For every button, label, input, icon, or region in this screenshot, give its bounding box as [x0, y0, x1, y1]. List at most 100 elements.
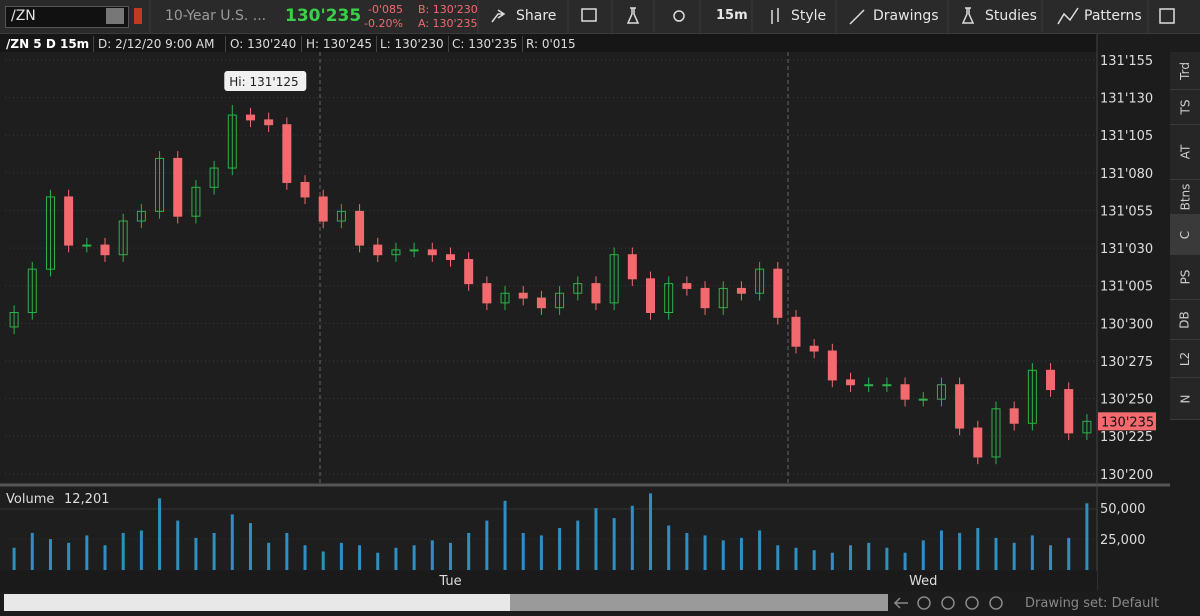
bar-low: L: 130'230: [380, 37, 444, 51]
volume-bar: [303, 545, 307, 570]
volume-bar: [721, 540, 725, 570]
scroll-thumb[interactable]: [510, 594, 888, 611]
candle-body: [336, 210, 346, 222]
candle-body: [1046, 369, 1056, 391]
side-tab[interactable]: Trd: [1170, 52, 1200, 90]
volume-bar: [285, 532, 289, 570]
x-axis: [0, 571, 1097, 591]
volume-bar: [394, 547, 398, 570]
candle-body: [900, 384, 910, 400]
y-tick-label: 130'275: [1100, 355, 1153, 370]
dropdown[interactable]: [106, 8, 124, 24]
candle-body: [64, 196, 74, 246]
drawings-button[interactable]: Drawings: [873, 8, 939, 24]
volume-bar: [30, 532, 34, 570]
candle-body: [282, 124, 292, 183]
candle-body: [1064, 389, 1074, 434]
flag: [134, 8, 142, 24]
volume-bar: [485, 520, 489, 570]
y-tick-label: 131'080: [1100, 167, 1153, 182]
candle-body: [27, 268, 37, 314]
bar-date: D: 2/12/20 9:00 AM: [98, 37, 215, 51]
y-tick-label: 130'225: [1100, 430, 1153, 445]
last-price-label: 130'235: [1101, 415, 1154, 430]
side-tab-label[interactable]: PS: [1177, 269, 1192, 285]
share-button[interactable]: Share: [516, 8, 557, 24]
side-tab[interactable]: AT: [1170, 125, 1200, 180]
volume-bar: [358, 545, 362, 570]
side-tab[interactable]: PS: [1170, 255, 1200, 300]
volume-bar: [503, 500, 507, 570]
candle-body: [646, 278, 656, 314]
candle-body: [427, 249, 437, 256]
volume-bar: [812, 550, 816, 570]
side-tab[interactable]: DB: [1170, 300, 1200, 340]
y-tick-label: 131'030: [1100, 242, 1153, 257]
candle-body: [373, 244, 383, 256]
bid: B: 130'230: [418, 3, 478, 16]
footer: Drawing set: Default: [0, 592, 1200, 616]
studies-button[interactable]: Studies: [985, 8, 1037, 24]
volume-bar: [612, 518, 616, 570]
hi-bubble: [224, 70, 307, 91]
volume-bar: [794, 547, 798, 570]
drawing-set[interactable]: Drawing set: Default: [1025, 596, 1160, 611]
symbol[interactable]: /ZN: [11, 8, 36, 24]
volume-bar: [521, 532, 525, 570]
candle-body: [573, 283, 583, 294]
symbol-box[interactable]: [5, 6, 129, 28]
side-tab[interactable]: Btns: [1170, 180, 1200, 215]
percent-change: -0.20%: [364, 17, 403, 30]
volume-bar: [1067, 537, 1071, 570]
candle-body: [700, 287, 710, 309]
bar-open: O: 130'240: [230, 37, 297, 51]
x-tick-label: Tue: [438, 574, 461, 589]
volume-bar: [885, 547, 889, 570]
style-button[interactable]: Style: [791, 8, 827, 24]
candle-body: [718, 287, 728, 309]
side-tab-label[interactable]: N: [1177, 394, 1192, 403]
y-tick-label: 131'055: [1100, 204, 1153, 219]
candle-body: [846, 379, 856, 386]
y-tick-label: 131'005: [1100, 280, 1153, 295]
hi-annotation: Hi: 131'125: [229, 75, 298, 89]
candle-body: [936, 384, 946, 400]
candle-body: [155, 157, 165, 212]
candle-body: [755, 268, 765, 294]
side-tab-label[interactable]: TS: [1177, 99, 1192, 115]
side-tab-label[interactable]: C: [1177, 230, 1192, 239]
price-pane: [0, 52, 1097, 484]
volume-bar: [376, 552, 380, 570]
y-tick-label: 131'155: [1100, 54, 1153, 69]
candle-body: [627, 254, 637, 280]
last-price: 130'235: [285, 6, 362, 26]
candle-body: [318, 196, 328, 222]
side-tab-label[interactable]: Btns: [1177, 183, 1192, 211]
candle-body: [991, 408, 1001, 458]
zoom-icons[interactable]: [890, 592, 1020, 616]
volume-value: 12,201: [64, 492, 110, 507]
volume-bar: [939, 530, 943, 570]
candle-body: [955, 384, 965, 429]
side-tab[interactable]: N: [1170, 378, 1200, 420]
side-tab[interactable]: C: [1170, 215, 1200, 255]
side-tab-label[interactable]: Trd: [1178, 61, 1192, 80]
candle-body: [791, 316, 801, 347]
side-tab[interactable]: TS: [1170, 90, 1200, 125]
timeframe-button[interactable]: 15m: [716, 8, 748, 23]
candle-body: [736, 287, 746, 294]
patterns-button[interactable]: Patterns: [1084, 8, 1142, 24]
volume-bar: [976, 528, 980, 570]
side-tab[interactable]: L2: [1170, 340, 1200, 378]
volume-bar: [958, 532, 962, 570]
side-tab-label[interactable]: DB: [1177, 310, 1192, 329]
candle-body: [191, 186, 201, 217]
side-tab-label[interactable]: AT: [1177, 144, 1192, 160]
side-tab-label[interactable]: L2: [1177, 351, 1192, 366]
volume-bar: [139, 530, 143, 570]
candle-body: [682, 283, 692, 289]
candle-body: [864, 384, 874, 387]
candle-body: [482, 283, 492, 304]
y-tick-label: 131'130: [1100, 92, 1153, 107]
